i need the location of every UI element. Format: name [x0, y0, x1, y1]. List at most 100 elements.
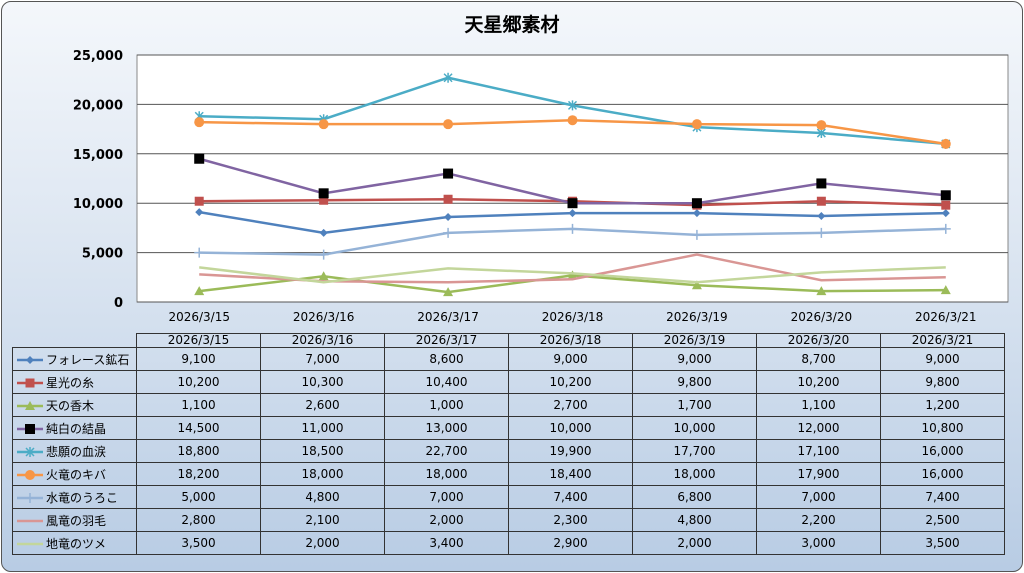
table-cell: 2,600 — [260, 393, 385, 417]
table-cell: 1,700 — [632, 393, 757, 417]
table-row: 地竜のツメ 3,500 2,000 3,400 2,900 2,000 3,000 3,500 — [12, 531, 1005, 555]
table-cell: 22,700 — [384, 439, 509, 463]
data-point — [940, 223, 951, 234]
table-cell: 8,700 — [756, 347, 881, 371]
data-point — [443, 194, 453, 204]
series-0 — [195, 208, 950, 237]
data-point — [443, 72, 453, 83]
data-point — [318, 119, 329, 130]
legend-marker-icon — [17, 447, 43, 457]
legend-marker-icon — [17, 493, 43, 503]
table-cell: 2,300 — [508, 508, 633, 532]
table-cell: 16,000 — [880, 462, 1005, 486]
x-tick-label: 2026/3/17 — [417, 310, 479, 324]
data-point — [816, 196, 826, 206]
table-cell: 9,000 — [508, 347, 633, 371]
x-tick-label: 2026/3/18 — [542, 310, 604, 324]
legend-marker — [25, 378, 35, 388]
table-header: 2026/3/20 — [756, 333, 881, 348]
table-row: 水竜のうろこ 5,000 4,800 7,000 7,400 6,800 7,000 7,40… — [12, 485, 1005, 509]
data-point — [691, 198, 702, 209]
table-cell: 12,000 — [756, 416, 881, 440]
data-point — [319, 195, 329, 205]
table-cell: 2,100 — [260, 508, 385, 532]
table-cell: 8,600 — [384, 347, 509, 371]
table-cell: 4,800 — [260, 485, 385, 509]
data-point — [692, 209, 701, 218]
data-point — [567, 115, 578, 126]
table-row: 悲願の血涙 18,800 18,500 22,700 19,900 17,700 17,10… — [12, 439, 1005, 463]
y-tick-label: 25,000 — [73, 49, 123, 64]
legend-key: 悲願の血涙 — [12, 439, 137, 463]
table-cell: 19,900 — [508, 439, 633, 463]
table-cell: 10,400 — [384, 370, 509, 394]
legend-marker-icon — [17, 378, 43, 388]
table-cell: 9,100 — [136, 347, 261, 371]
table-cell: 2,500 — [880, 508, 1005, 532]
legend-marker-icon — [17, 356, 43, 364]
table-cell: 9,800 — [632, 370, 757, 394]
x-tick-label: 2026/3/16 — [293, 310, 355, 324]
series-name: 悲願の血涙 — [46, 444, 107, 459]
table-cell: 1,100 — [756, 393, 881, 417]
table-cell: 2,800 — [136, 508, 261, 532]
data-point — [816, 178, 827, 189]
table-row: 風竜の羽毛 2,800 2,100 2,000 2,300 4,800 2,200 2,500 — [12, 508, 1005, 532]
legend-marker-icon — [17, 401, 43, 410]
legend-marker — [25, 470, 35, 480]
data-point — [194, 117, 205, 128]
table-cell: 7,400 — [508, 485, 633, 509]
data-point — [567, 198, 578, 209]
table-cell: 10,000 — [632, 416, 757, 440]
x-tick-label: 2026/3/19 — [666, 310, 728, 324]
legend-key: 水竜のうろこ — [12, 485, 137, 509]
table-cell: 18,800 — [136, 439, 261, 463]
data-point — [318, 271, 329, 281]
table-cell: 10,000 — [508, 416, 633, 440]
y-tick-label: 0 — [114, 296, 123, 311]
data-point — [443, 168, 454, 179]
data-point — [195, 208, 204, 217]
data-point — [816, 120, 827, 131]
data-point — [443, 227, 454, 238]
data-point — [568, 209, 577, 218]
table-cell: 3,500 — [136, 531, 261, 555]
table-row: 天の香木 1,100 2,600 1,000 2,700 1,700 1,100 1,200 — [12, 393, 1005, 417]
plot-area — [136, 54, 1009, 303]
legend-key: 風竜の羽毛 — [12, 508, 137, 532]
table-header: 2026/3/16 — [260, 333, 385, 348]
data-point — [194, 153, 205, 164]
table-row: 星光の糸 10,200 10,300 10,400 10,200 9,800 10,200 9… — [12, 370, 1005, 394]
data-point — [194, 196, 204, 206]
data-point — [567, 223, 578, 234]
y-tick-label: 15,000 — [73, 148, 123, 163]
table-cell: 3,400 — [384, 531, 509, 555]
table-header: 2026/3/19 — [632, 333, 757, 348]
table-cell: 10,800 — [880, 416, 1005, 440]
table-cell: 18,000 — [632, 462, 757, 486]
series-3 — [194, 153, 951, 209]
data-point — [443, 287, 454, 297]
data-point — [691, 229, 702, 240]
legend-marker — [25, 493, 35, 503]
data-point — [941, 209, 950, 218]
table-cell: 7,000 — [756, 485, 881, 509]
data-point — [691, 280, 702, 290]
series-name: 星光の糸 — [46, 375, 95, 390]
legend-marker-icon — [17, 519, 43, 523]
series-name: 天の香木 — [46, 398, 95, 413]
table-cell: 4,800 — [632, 508, 757, 532]
data-point — [940, 138, 951, 149]
table-cell: 18,000 — [384, 462, 509, 486]
table-cell: 16,000 — [880, 439, 1005, 463]
data-point — [319, 228, 328, 237]
x-tick-label: 2026/3/20 — [791, 310, 853, 324]
data-point — [567, 270, 578, 280]
legend-marker-icon — [17, 542, 43, 546]
table-cell: 6,800 — [632, 485, 757, 509]
y-tick-label: 20,000 — [73, 98, 123, 113]
legend-key: 星光の糸 — [12, 370, 137, 394]
legend-key: 天の香木 — [12, 393, 137, 417]
data-point — [444, 213, 453, 222]
series-name: フォレース鉱石 — [46, 352, 130, 367]
